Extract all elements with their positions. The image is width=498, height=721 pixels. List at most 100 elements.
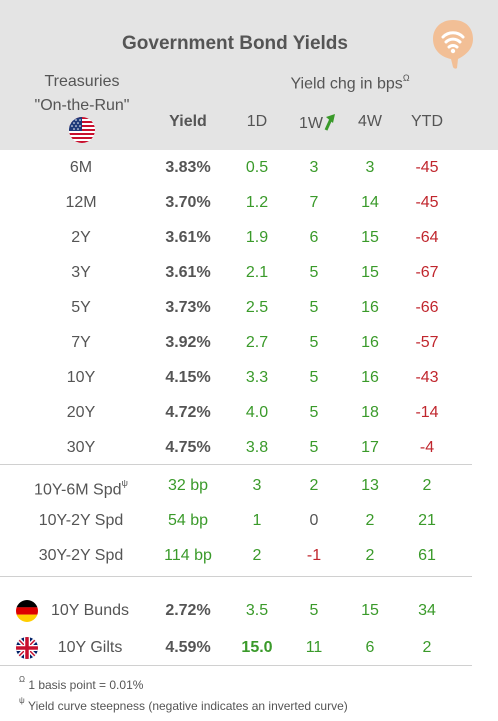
table-row: 10Y Bunds 2.72% 3.5 5 15 34 bbox=[0, 593, 498, 628]
change-ytd: -45 bbox=[415, 159, 439, 176]
change-ytd: -64 bbox=[415, 229, 439, 246]
table-row: 3Y 3.61% 2.1 5 15 -67 bbox=[0, 255, 498, 290]
row-label: 30Y-2Y Spd bbox=[38, 547, 124, 564]
change-1d: 0.5 bbox=[245, 159, 269, 176]
change-1w: 3 bbox=[309, 159, 319, 176]
change-1d: 1.9 bbox=[245, 229, 269, 246]
change-ytd: -66 bbox=[415, 299, 439, 316]
change-4w: 13 bbox=[361, 477, 379, 494]
change-1d: 15.0 bbox=[241, 639, 273, 656]
yield-value: 2.72% bbox=[165, 602, 211, 619]
row-label: 10Y Gilts bbox=[57, 639, 123, 656]
change-4w: 15 bbox=[361, 264, 379, 281]
yield-value: 54 bp bbox=[167, 512, 209, 529]
row-label: 10Y-2Y Spd bbox=[38, 512, 124, 529]
yield-value: 114 bp bbox=[164, 547, 212, 564]
row-label: 20Y bbox=[66, 404, 96, 421]
change-ytd: 2 bbox=[422, 639, 432, 656]
col-header-1w-label: 1W bbox=[299, 115, 323, 132]
footnote-basis-point-text: 1 basis point = 0.01% bbox=[28, 678, 144, 692]
change-1w: 5 bbox=[309, 299, 319, 316]
change-1w: 6 bbox=[309, 229, 319, 246]
table-row: 10Y 4.15% 3.3 5 16 -43 bbox=[0, 360, 498, 395]
col-header-1d: 1D bbox=[246, 113, 268, 130]
row-label: 10Y-6M Spdψ bbox=[0, 468, 162, 503]
row-label: 12M bbox=[65, 194, 97, 211]
change-4w: 18 bbox=[361, 404, 379, 421]
change-ytd: -57 bbox=[415, 334, 439, 351]
yield-value: 3.61% bbox=[165, 264, 211, 281]
treasuries-heading-line2: "On-the-Run" bbox=[34, 97, 130, 114]
change-1d: 2.5 bbox=[245, 299, 269, 316]
change-4w: 15 bbox=[361, 602, 379, 619]
change-4w: 2 bbox=[365, 512, 375, 529]
col-header-1w: 1W bbox=[288, 113, 348, 133]
yield-value: 4.59% bbox=[165, 639, 211, 656]
change-ytd: -14 bbox=[415, 404, 439, 421]
table-row: 7Y 3.92% 2.7 5 16 -57 bbox=[0, 325, 498, 360]
divider-treasuries-spreads bbox=[0, 464, 472, 465]
psi-footnote-marker: ψ bbox=[121, 478, 128, 488]
change-4w: 3 bbox=[365, 159, 375, 176]
row-label-text: 10Y-6M Spd bbox=[34, 481, 122, 499]
change-1d: 4.0 bbox=[245, 404, 269, 421]
table-row: 10Y Gilts 4.59% 15.0 11 6 2 bbox=[0, 630, 498, 665]
row-label: 30Y bbox=[66, 439, 96, 456]
change-1w: 5 bbox=[309, 602, 319, 619]
row-label: 5Y bbox=[71, 299, 91, 316]
change-ytd: -43 bbox=[415, 369, 439, 386]
row-label: 10Y bbox=[66, 369, 96, 386]
footnote-basis-point: Ω 1 basis point = 0.01% bbox=[19, 675, 144, 692]
change-1w: 5 bbox=[309, 404, 319, 421]
yield-value: 32 bp bbox=[167, 477, 209, 494]
change-4w: 15 bbox=[361, 229, 379, 246]
change-1d: 2.7 bbox=[245, 334, 269, 351]
change-1d: 1.2 bbox=[245, 194, 269, 211]
change-ytd: -45 bbox=[415, 194, 439, 211]
change-1d: 2.1 bbox=[245, 264, 269, 281]
footnote-omega-marker: Ω bbox=[19, 675, 25, 684]
change-4w: 14 bbox=[361, 194, 379, 211]
change-1d: 3.5 bbox=[245, 602, 269, 619]
change-ytd: -67 bbox=[415, 264, 439, 281]
table-row: 6M 3.83% 0.5 3 3 -45 bbox=[0, 150, 498, 185]
yield-value: 4.72% bbox=[165, 404, 211, 421]
yield-change-heading: Yield chg in bpsΩ bbox=[250, 73, 450, 93]
change-ytd: 2 bbox=[422, 477, 432, 494]
table-row: 30Y-2Y Spd 114 bp 2 -1 2 61 bbox=[0, 538, 498, 573]
change-ytd: 34 bbox=[418, 602, 436, 619]
footnote-steepness: ψ Yield curve steepness (negative indica… bbox=[19, 696, 348, 713]
treasuries-heading: Treasuries "On-the-Run" bbox=[14, 70, 150, 118]
row-label: 3Y bbox=[71, 264, 91, 281]
divider-spreads-bonds bbox=[0, 576, 472, 577]
yield-value: 4.75% bbox=[165, 439, 211, 456]
change-1w: 2 bbox=[309, 477, 319, 494]
us-flag-icon bbox=[69, 117, 95, 143]
table-row: 30Y 4.75% 3.8 5 17 -4 bbox=[0, 430, 498, 465]
footnote-steepness-text: Yield curve steepness (negative indicate… bbox=[28, 699, 348, 713]
change-1w: 11 bbox=[305, 639, 323, 656]
change-ytd: 21 bbox=[418, 512, 436, 529]
change-4w: 16 bbox=[361, 334, 379, 351]
yield-value: 3.70% bbox=[165, 194, 211, 211]
footnote-psi-marker: ψ bbox=[19, 696, 25, 705]
col-header-yield: Yield bbox=[169, 113, 207, 130]
change-1d: 2 bbox=[252, 547, 262, 564]
row-label: 10Y Bunds bbox=[51, 602, 129, 619]
table-row: 10Y-6M Spdψ 32 bp 3 2 13 2 bbox=[0, 468, 498, 503]
change-4w: 16 bbox=[361, 299, 379, 316]
row-label: 6M bbox=[69, 159, 93, 176]
omega-footnote-marker: Ω bbox=[402, 73, 410, 83]
change-1w: 5 bbox=[309, 264, 319, 281]
up-arrow-icon bbox=[324, 114, 335, 131]
yield-change-heading-text: Yield chg in bps bbox=[290, 75, 403, 93]
yield-value: 4.15% bbox=[165, 369, 211, 386]
change-ytd: -4 bbox=[419, 439, 435, 456]
table-row: 10Y-2Y Spd 54 bp 1 0 2 21 bbox=[0, 503, 498, 538]
divider-footnotes bbox=[0, 665, 472, 666]
change-1w: 5 bbox=[309, 369, 319, 386]
change-1d: 3.3 bbox=[245, 369, 269, 386]
col-header-ytd: YTD bbox=[411, 113, 443, 130]
yield-value: 3.61% bbox=[165, 229, 211, 246]
yield-value: 3.83% bbox=[165, 159, 211, 176]
